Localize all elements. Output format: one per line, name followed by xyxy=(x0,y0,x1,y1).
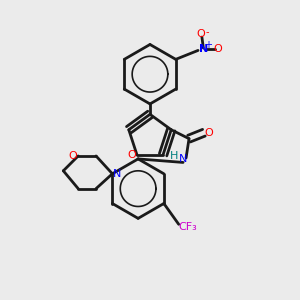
Text: N: N xyxy=(179,154,187,164)
Text: O: O xyxy=(196,29,206,39)
Text: -: - xyxy=(205,27,209,37)
Text: O: O xyxy=(213,44,222,54)
Text: O: O xyxy=(127,150,136,160)
Text: +: + xyxy=(204,40,212,50)
Text: CF₃: CF₃ xyxy=(178,222,197,232)
Text: N: N xyxy=(112,169,121,179)
Text: O: O xyxy=(68,151,77,161)
Text: N: N xyxy=(199,44,208,54)
Text: O: O xyxy=(205,128,214,138)
Text: H: H xyxy=(170,152,178,161)
